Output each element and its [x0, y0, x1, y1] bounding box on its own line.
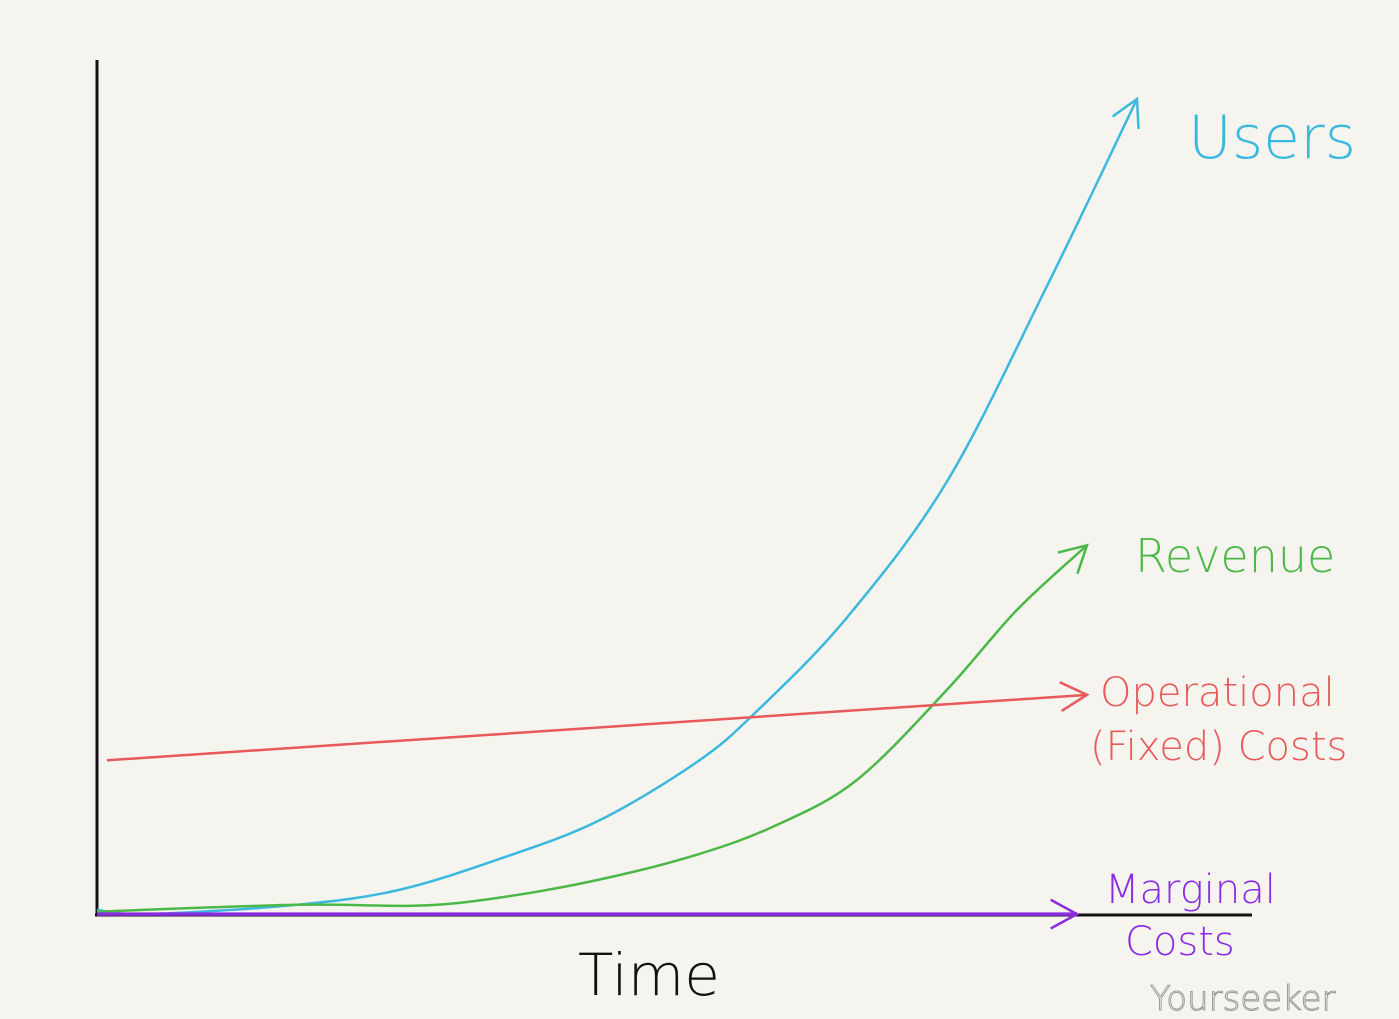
label-marginal-line1: Marginal [1105, 867, 1276, 913]
watermark: Yourseeker [1150, 979, 1336, 1019]
arrowhead-icon [1057, 543, 1089, 575]
label-revenue: Revenue [1135, 529, 1335, 583]
x-axis-label: Time [578, 941, 720, 1009]
series-line-users [96, 98, 1139, 916]
arrowhead-icon [1050, 898, 1080, 930]
label-operational-line2: (Fixed) Costs [1090, 724, 1347, 770]
series-line-revenue [96, 544, 1088, 913]
label-users: Users [1188, 103, 1356, 173]
arrowhead-icon [1059, 681, 1090, 713]
label-marginal-line2: Costs [1125, 919, 1235, 965]
label-operational-line1: Operational [1100, 670, 1335, 716]
series-line-operational [106, 693, 1088, 762]
arrowhead-icon [1111, 96, 1140, 130]
